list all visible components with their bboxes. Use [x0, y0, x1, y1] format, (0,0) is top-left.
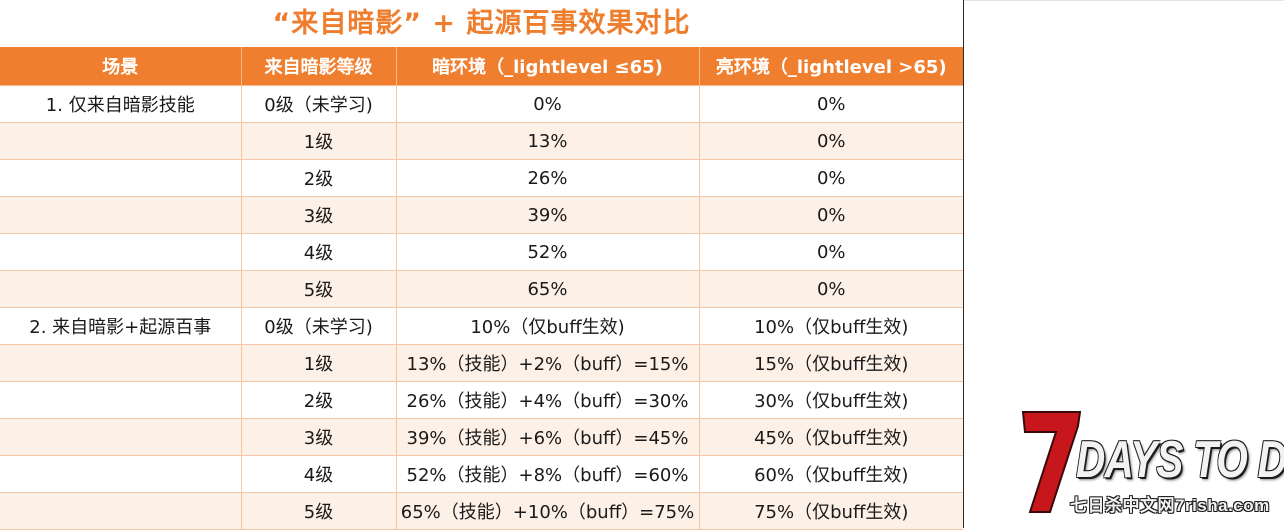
table-row: 4级 52%（技能）+8%（buff）=60% 60%（仅buff生效): [0, 455, 963, 493]
cell-level: 2级: [240, 381, 396, 419]
cell-level: 4级: [240, 233, 396, 271]
cell-dark: 10%（仅buff生效): [395, 307, 699, 345]
comparison-table: 场景 来自暗影等级 暗环境（_lightlevel ≤65) 亮环境（_ligh…: [0, 47, 963, 530]
cell-scene: [0, 418, 241, 456]
header-bright-env: 亮环境（_lightlevel >65): [698, 47, 963, 86]
table-row: 2级 26%（技能）+4%（buff）=30% 30%（仅buff生效): [0, 381, 963, 419]
table-row: 2级 26% 0%: [0, 159, 963, 197]
table-row: 3级 39%（技能）+6%（buff）=45% 45%（仅buff生效): [0, 418, 963, 456]
cell-dark: 26%（技能）+4%（buff）=30%: [395, 381, 699, 419]
cell-dark: 39%（技能）+6%（buff）=45%: [395, 418, 699, 456]
header-scene: 场景: [0, 47, 241, 86]
table-row: 1级 13% 0%: [0, 122, 963, 160]
cell-dark: 52%（技能）+8%（buff）=60%: [395, 455, 699, 493]
cell-scene: [0, 122, 241, 160]
table-row: 3级 39% 0%: [0, 196, 963, 234]
cell-bright: 0%: [698, 233, 963, 271]
cell-scene: [0, 196, 241, 234]
comparison-sheet: “来自暗影” + 起源百事效果对比 场景 来自暗影等级 暗环境（_lightle…: [0, 0, 964, 530]
logo-subtitle: 七日杀中文网7risha.com: [1070, 496, 1270, 515]
cell-dark: 52%: [395, 233, 699, 271]
seven-logo-icon: [1021, 411, 1082, 513]
cell-level: 3级: [240, 196, 396, 234]
cell-level: 1级: [240, 344, 396, 382]
cell-bright: 75%（仅buff生效): [698, 492, 963, 530]
empty-right-panel: [964, 0, 1284, 528]
cell-level: 1级: [240, 122, 396, 160]
cell-dark: 13%（技能）+2%（buff）=15%: [395, 344, 699, 382]
cell-bright: 10%（仅buff生效): [698, 307, 963, 345]
table-row: 1. 仅来自暗影技能 0级（未学习) 0% 0%: [0, 85, 963, 123]
header-level: 来自暗影等级: [240, 47, 396, 86]
cell-bright: 60%（仅buff生效): [698, 455, 963, 493]
logo-title: DAYS TO DIE: [1076, 431, 1284, 489]
cell-scene: [0, 159, 241, 197]
page-title: “来自暗影” + 起源百事效果对比: [272, 8, 691, 39]
cell-bright: 0%: [698, 270, 963, 308]
table-row: 5级 65% 0%: [0, 270, 963, 308]
watermark-logo: DAYS TO DIE 七日杀中文网7risha.com: [1020, 402, 1284, 524]
cell-dark: 0%: [395, 85, 699, 123]
cell-bright: 0%: [698, 122, 963, 160]
cell-bright: 15%（仅buff生效): [698, 344, 963, 382]
cell-scene: 1. 仅来自暗影技能: [0, 85, 241, 123]
cell-bright: 0%: [698, 159, 963, 197]
cell-scene: [0, 492, 241, 530]
table-header-row: 场景 来自暗影等级 暗环境（_lightlevel ≤65) 亮环境（_ligh…: [0, 47, 963, 86]
table-row: 2. 来自暗影+起源百事 0级（未学习) 10%（仅buff生效) 10%（仅b…: [0, 307, 963, 345]
cell-bright: 0%: [698, 85, 963, 123]
cell-bright: 30%（仅buff生效): [698, 381, 963, 419]
table-row: 4级 52% 0%: [0, 233, 963, 271]
cell-dark: 65%（技能）+10%（buff）=75%: [395, 492, 699, 530]
cell-level: 0级（未学习): [240, 85, 396, 123]
cell-scene: 2. 来自暗影+起源百事: [0, 307, 241, 345]
cell-level: 4级: [240, 455, 396, 493]
cell-scene: [0, 455, 241, 493]
cell-scene: [0, 344, 241, 382]
cell-scene: [0, 270, 241, 308]
header-dark-env: 暗环境（_lightlevel ≤65): [395, 47, 699, 86]
cell-level: 2级: [240, 159, 396, 197]
table-row: 1级 13%（技能）+2%（buff）=15% 15%（仅buff生效): [0, 344, 963, 382]
cell-level: 5级: [240, 270, 396, 308]
cell-level: 0级（未学习): [240, 307, 396, 345]
cell-dark: 13%: [395, 122, 699, 160]
cell-dark: 26%: [395, 159, 699, 197]
cell-level: 3级: [240, 418, 396, 456]
cell-scene: [0, 233, 241, 271]
cell-dark: 39%: [395, 196, 699, 234]
cell-level: 5级: [240, 492, 396, 530]
table-row: 5级 65%（技能）+10%（buff）=75% 75%（仅buff生效): [0, 492, 963, 530]
cell-bright: 0%: [698, 196, 963, 234]
cell-scene: [0, 381, 241, 419]
cell-bright: 45%（仅buff生效): [698, 418, 963, 456]
cell-dark: 65%: [395, 270, 699, 308]
